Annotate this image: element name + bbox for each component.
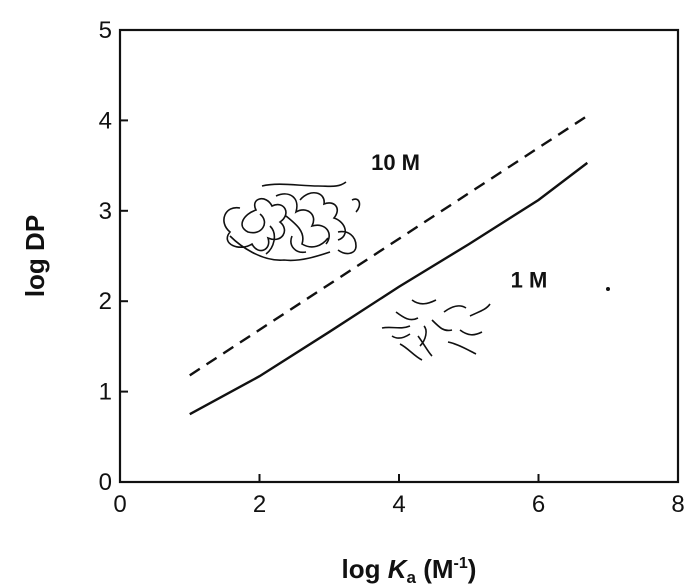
series-line-solid xyxy=(189,161,589,416)
y-tick-label: 0 xyxy=(99,469,112,496)
plot-frame xyxy=(118,28,680,484)
stray-dot xyxy=(606,287,610,291)
chain-doodles xyxy=(223,181,610,361)
x-axis-title: log Ka (M-1) xyxy=(342,554,477,587)
series-annotation: 10 M xyxy=(371,150,420,175)
x-tick-label: 8 xyxy=(671,491,684,518)
y-tick-label: 3 xyxy=(99,198,112,225)
x-tick-label: 4 xyxy=(392,491,405,518)
y-tick-label: 2 xyxy=(99,288,112,315)
y-axis-ticks: 0 1 2 3 4 5 xyxy=(99,17,128,496)
y-tick-label: 1 xyxy=(99,379,112,406)
labels-group: 10 M 1 M log DP log Ka (M-1) xyxy=(20,150,547,587)
plot-area xyxy=(118,28,680,484)
series-group xyxy=(189,114,589,416)
y-tick-label: 4 xyxy=(99,107,112,134)
x-tick-label: 0 xyxy=(113,491,126,518)
short-chains-doodle xyxy=(381,299,491,361)
long-chain-doodle xyxy=(223,181,361,262)
y-tick-label: 5 xyxy=(99,17,112,44)
series-annotation: 1 M xyxy=(511,268,548,293)
y-axis-title: log DP xyxy=(20,215,50,297)
x-tick-label: 2 xyxy=(253,491,266,518)
x-axis-ticks: 0 2 4 6 8 xyxy=(113,474,685,518)
x-tick-label: 6 xyxy=(532,491,545,518)
